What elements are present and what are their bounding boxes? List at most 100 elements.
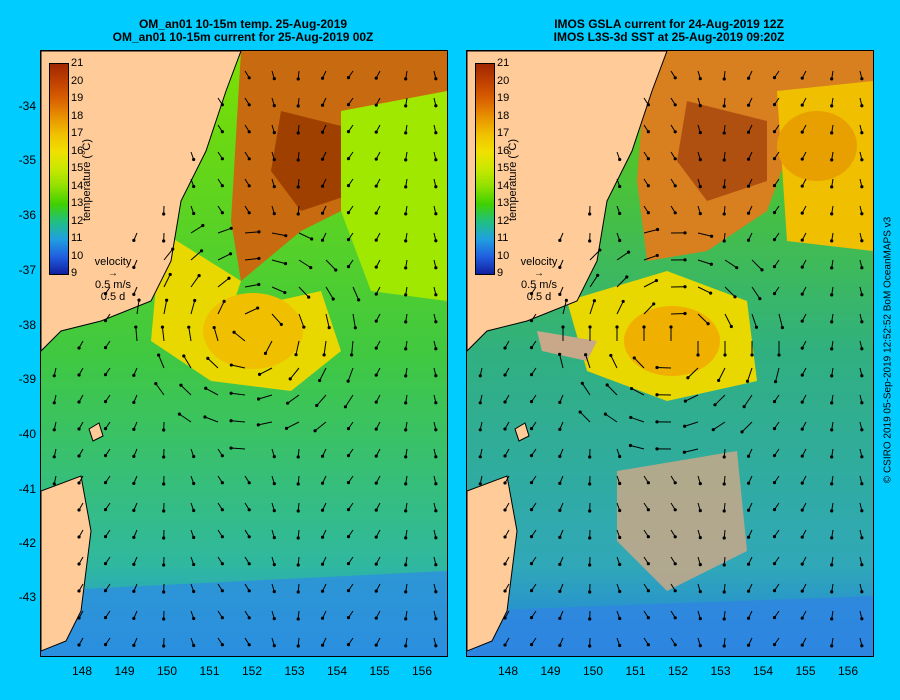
current-arrow-head [830,482,834,486]
current-arrow-head [800,184,804,188]
current-arrow-head [307,295,311,299]
current-arrow-head [722,563,726,567]
current-arrow-head [722,509,726,513]
current-arrow [747,367,753,382]
current-arrow-head [404,266,408,270]
current-arrow-head [742,405,746,409]
current-arrow-head [77,643,81,647]
current-arrow-head [772,130,777,134]
left-panel-title: OM_an01 10-15m temp. 25-Aug-2019 OM_an01… [40,18,446,44]
current-arrow-head [655,253,659,258]
current-arrow [163,300,168,315]
current-arrow-head [404,212,408,216]
current-arrow-head [698,536,702,540]
current-arrow-head [618,454,622,459]
current-arrow-head [77,562,81,566]
current-arrow-head [247,103,251,107]
warm-core-eddy [203,293,303,369]
current-arrow-head [709,262,713,266]
current-arrow-head [272,158,276,162]
current-arrow-head [800,157,804,161]
current-arrow-head [860,293,864,297]
current-arrow-head [434,374,438,378]
current-arrow-head [529,346,534,350]
current-arrow-head [220,481,224,485]
velocity-legend: velocity → 0.5 m/s 0.5 d [509,256,569,303]
current-arrow [714,394,726,406]
current-arrow-head [272,131,276,135]
current-arrow-head [800,481,804,485]
current-arrow-head [746,103,751,107]
current-arrow-head [673,211,677,215]
current-arrow-head [247,157,251,161]
current-arrow-head [302,325,306,329]
current-arrow [741,421,753,433]
current-arrow-head [698,617,702,621]
current-arrow-head [374,535,378,539]
current-arrow-head [683,258,687,262]
current-arrow-head [374,616,378,620]
current-arrow-head [322,353,326,357]
current-arrow-head [257,256,261,261]
current-arrow [179,413,192,423]
current-arrow [606,384,618,396]
current-arrow-head [746,238,751,242]
current-arrow-head [374,211,378,215]
velocity-duration: 0.5 d [100,291,126,303]
current-arrow-head [746,76,751,80]
current-arrow-head [192,562,196,567]
current-arrow-head [103,616,108,620]
current-arrow-head [103,589,108,593]
current-arrow-head [618,481,622,486]
current-arrow [347,367,354,382]
current-arrow [325,313,330,328]
current-arrow-head [646,103,650,107]
current-arrow-head [77,589,81,593]
current-arrow-head [256,306,260,310]
current-arrow-head [588,644,592,648]
credit-text: © CSIRO 2019 05-Sep-2019 12:52:52 BoM Oc… [882,216,894,484]
current-arrow-head [860,212,864,216]
current-arrow-head [247,211,251,215]
right-title-line2: IMOS L3S-3d SST at 25-Aug-2019 09:20Z [553,30,785,44]
current-arrow-head [588,536,592,540]
current-arrow-head [103,346,108,350]
colorbar-tick-label: 15 [71,162,84,174]
current-arrow-head [374,103,378,107]
current-arrow-head [478,374,482,378]
current-arrow-head [162,563,166,567]
colorbar-tick-label: 14 [497,179,510,192]
current-arrow-head [673,481,677,485]
current-arrow-head [315,403,319,408]
current-arrow-head [746,130,751,134]
current-arrow-head [212,325,216,330]
current-arrow-head [320,454,325,458]
current-arrow-head [722,536,726,540]
current-arrow [697,259,712,265]
current-arrow-head [529,292,534,296]
current-arrow-head [830,185,834,189]
current-arrow [163,274,171,288]
current-arrow-head [296,158,300,162]
current-arrow [724,313,732,327]
island [514,422,530,442]
current-arrow-head [257,282,261,287]
current-arrow-head [203,415,207,419]
current-arrow-head [503,535,507,539]
current-arrow-head [860,536,864,540]
current-arrow [244,284,259,288]
x-tick: 148 [497,664,519,678]
current-arrow [643,280,657,288]
colorbar-tick-label: 21 [497,57,510,69]
current-arrow-head [272,590,276,594]
current-arrow-head [357,298,361,302]
current-arrow-head [229,226,233,230]
current-arrow-head [558,562,562,566]
current-arrow-head [529,454,534,458]
current-arrow-head [52,374,56,378]
current-arrow-head [772,481,777,485]
current-arrow-head [780,325,785,330]
current-arrow-head [722,644,726,648]
current-arrow-head [618,508,622,513]
current-arrow-head [683,311,687,316]
